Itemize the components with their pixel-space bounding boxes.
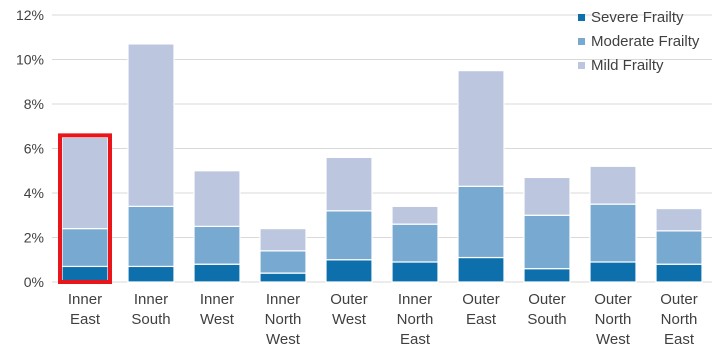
bar-stack	[193, 170, 241, 283]
x-category-label-line: South	[527, 311, 566, 328]
bar-segment-severe	[457, 256, 505, 283]
x-category-label-line: Inner	[68, 291, 102, 308]
bar-segment-severe	[391, 261, 439, 283]
legend: Severe Frailty Moderate Frailty Mild Frail…	[578, 9, 700, 74]
x-category-label: Inner West	[200, 291, 235, 328]
bar-segment-mild	[259, 228, 307, 252]
bar-segment-moderate	[61, 228, 109, 268]
x-category-label-line: East	[664, 331, 695, 348]
x-category-label-line: North	[595, 311, 632, 328]
legend-label: Moderate Frailty	[591, 33, 700, 50]
legend-label: Mild Frailty	[591, 57, 664, 74]
bar-segment-mild	[61, 136, 109, 230]
x-category-label: Inner South	[131, 291, 170, 328]
bar-segment-moderate	[655, 230, 703, 265]
bar-segment-moderate	[127, 205, 175, 268]
bar-segment-moderate	[325, 210, 373, 261]
x-category-label-line: Outer	[528, 291, 566, 308]
x-category-label-line: East	[466, 311, 497, 328]
x-axis-category-labels: Inner East Inner South Inner West Inner North We…	[68, 291, 698, 348]
bar-segment-severe	[655, 263, 703, 283]
bar-segment-mild	[325, 156, 373, 212]
x-category-label-line: North	[397, 311, 434, 328]
x-category-label: Inner East	[68, 291, 102, 328]
legend-swatch-mild	[578, 62, 585, 69]
bar-segment-mild	[523, 176, 571, 216]
bar-segment-moderate	[193, 225, 241, 265]
x-category-label-line: East	[70, 311, 101, 328]
legend-swatch-severe	[578, 14, 585, 21]
y-tick-label: 12%	[16, 7, 44, 23]
x-category-label-line: West	[200, 311, 235, 328]
bar-segment-moderate	[457, 185, 505, 259]
y-tick-label: 0%	[24, 274, 44, 290]
bar-segment-severe	[523, 268, 571, 283]
bar-stack	[259, 228, 307, 283]
x-category-label-line: Outer	[594, 291, 632, 308]
bar-segment-moderate	[391, 223, 439, 263]
bar-segment-mild	[457, 70, 505, 187]
bar-segment-mild	[127, 43, 175, 207]
bar-stack	[523, 176, 571, 283]
bar-segment-severe	[61, 265, 109, 283]
y-tick-label: 6%	[24, 141, 44, 157]
x-category-label: Outer South	[527, 291, 566, 328]
y-tick-label: 10%	[16, 52, 44, 68]
x-category-label: Inner North West	[265, 291, 302, 348]
x-category-label-line: South	[131, 311, 170, 328]
x-category-label-line: East	[400, 331, 431, 348]
x-category-label: Inner North East	[397, 291, 434, 348]
bar-stack	[127, 43, 175, 283]
x-category-label: Outer North West	[594, 291, 632, 348]
bar-stack	[589, 165, 637, 283]
x-category-label-line: Inner	[134, 291, 168, 308]
bars	[61, 43, 703, 283]
bar-segment-mild	[589, 165, 637, 205]
x-category-label-line: Inner	[266, 291, 300, 308]
bar-stack	[391, 205, 439, 283]
bar-segment-moderate	[523, 214, 571, 270]
legend-label: Severe Frailty	[591, 9, 684, 26]
x-category-label-line: Inner	[398, 291, 432, 308]
x-category-label-line: Inner	[200, 291, 234, 308]
bar-segment-severe	[127, 265, 175, 283]
x-category-label-line: Outer	[330, 291, 368, 308]
bar-segment-severe	[259, 272, 307, 283]
y-tick-label: 8%	[24, 96, 44, 112]
bar-segment-mild	[655, 207, 703, 232]
y-axis-tick-labels: 0% 2% 4% 6% 8% 10% 12%	[16, 7, 44, 290]
x-category-label-line: North	[265, 311, 302, 328]
y-tick-label: 2%	[24, 230, 44, 246]
bar-segment-moderate	[589, 203, 637, 263]
highlight-rectangle	[58, 133, 112, 284]
y-tick-label: 4%	[24, 185, 44, 201]
bar-segment-severe	[193, 263, 241, 283]
x-category-label-line: Outer	[462, 291, 500, 308]
bar-segment-severe	[325, 259, 373, 283]
x-category-label-line: Outer	[660, 291, 698, 308]
bar-stack	[457, 70, 505, 283]
bar-stack	[325, 156, 373, 283]
bar-segment-severe	[589, 261, 637, 283]
x-category-label: Outer West	[330, 291, 368, 328]
x-category-label-line: West	[596, 331, 631, 348]
bar-stack	[655, 207, 703, 283]
x-category-label-line: North	[661, 311, 698, 328]
x-category-label-line: West	[332, 311, 367, 328]
highlight-box	[58, 133, 112, 284]
x-category-label: Outer East	[462, 291, 500, 328]
bar-segment-moderate	[259, 250, 307, 274]
bar-segment-mild	[193, 170, 241, 227]
bar-stack	[61, 136, 109, 283]
x-category-label: Outer North East	[660, 291, 698, 348]
x-category-label-line: West	[266, 331, 301, 348]
legend-swatch-moderate	[578, 38, 585, 45]
bar-segment-mild	[391, 205, 439, 225]
